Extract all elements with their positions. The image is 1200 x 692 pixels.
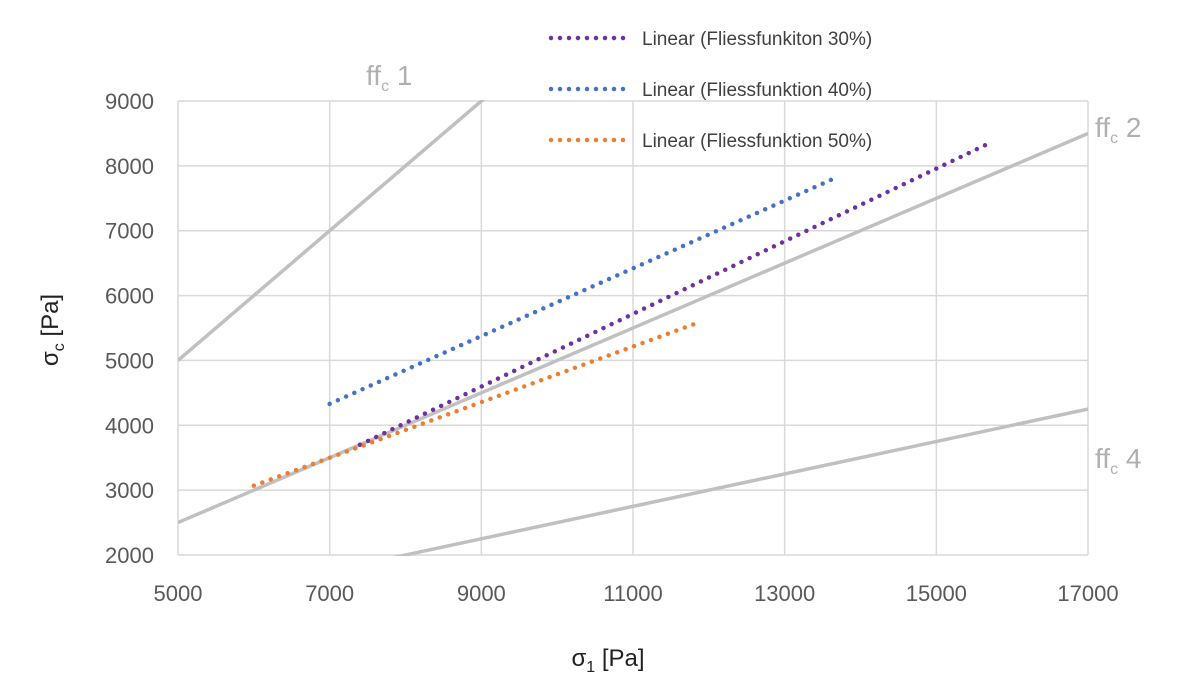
- x-tick-label: 9000: [457, 581, 506, 606]
- y-tick-label: 7000: [105, 219, 154, 244]
- ff-label-num: 2: [1118, 112, 1141, 143]
- x-tick-label: 15000: [906, 581, 967, 606]
- series-line-2: [327, 174, 840, 407]
- y-tick-label: 8000: [105, 154, 154, 179]
- ff-label-num: 1: [389, 60, 412, 91]
- ff-label-num: 4: [1118, 443, 1141, 474]
- reference-line-label-ff4: ffc 4: [1095, 443, 1141, 478]
- series-line-1: [357, 140, 992, 447]
- reference-line-label-ff1: ffc 1: [366, 60, 412, 95]
- ff-label-main: ff: [1095, 443, 1110, 474]
- legend-label: Linear (Fliessfunktion 50%): [642, 131, 872, 152]
- legend-label: Linear (Fliessfunktion 40%): [642, 80, 872, 101]
- y-tick-label: 9000: [105, 89, 154, 114]
- x-tick-label: 11000: [603, 581, 663, 606]
- reference-line-ff1: [178, 100, 486, 362]
- reference-line-ff4: [392, 407, 1088, 556]
- legend: Linear (Fliessfunkiton 30%) Linear (Flies…: [548, 29, 872, 152]
- x-tick-label: 5000: [154, 581, 203, 606]
- ff-label-sub: c: [381, 78, 389, 95]
- reference-line-label-ff2: ffc 2: [1095, 112, 1141, 147]
- y-tick-label: 4000: [105, 413, 154, 438]
- y-tick-label: 6000: [105, 284, 154, 309]
- ff-label-sub: c: [1110, 461, 1118, 478]
- series-line-3: [251, 319, 704, 488]
- x-tick-label: 17000: [1057, 581, 1118, 606]
- y-tick-labels: 2000 3000 4000 5000 6000 7000 8000 9000: [105, 89, 154, 568]
- x-axis-title: σ1 [Pa]: [571, 645, 644, 676]
- grid: [177, 100, 1089, 556]
- y-tick-label: 3000: [105, 478, 154, 503]
- ff-label-sub: c: [1110, 130, 1118, 147]
- y-tick-label: 5000: [105, 348, 154, 373]
- ff-label-main: ff: [366, 60, 381, 91]
- series-group: [251, 140, 992, 488]
- x-tick-labels: 5000 7000 9000 11000 13000 15000 17000: [154, 581, 1119, 606]
- x-tick-label: 7000: [305, 581, 354, 606]
- legend-label: Linear (Fliessfunkiton 30%): [642, 29, 872, 50]
- y-tick-label: 2000: [105, 543, 154, 568]
- x-tick-label: 13000: [754, 581, 815, 606]
- ff-label-main: ff: [1095, 112, 1110, 143]
- y-axis-title: σc [Pa]: [37, 294, 68, 366]
